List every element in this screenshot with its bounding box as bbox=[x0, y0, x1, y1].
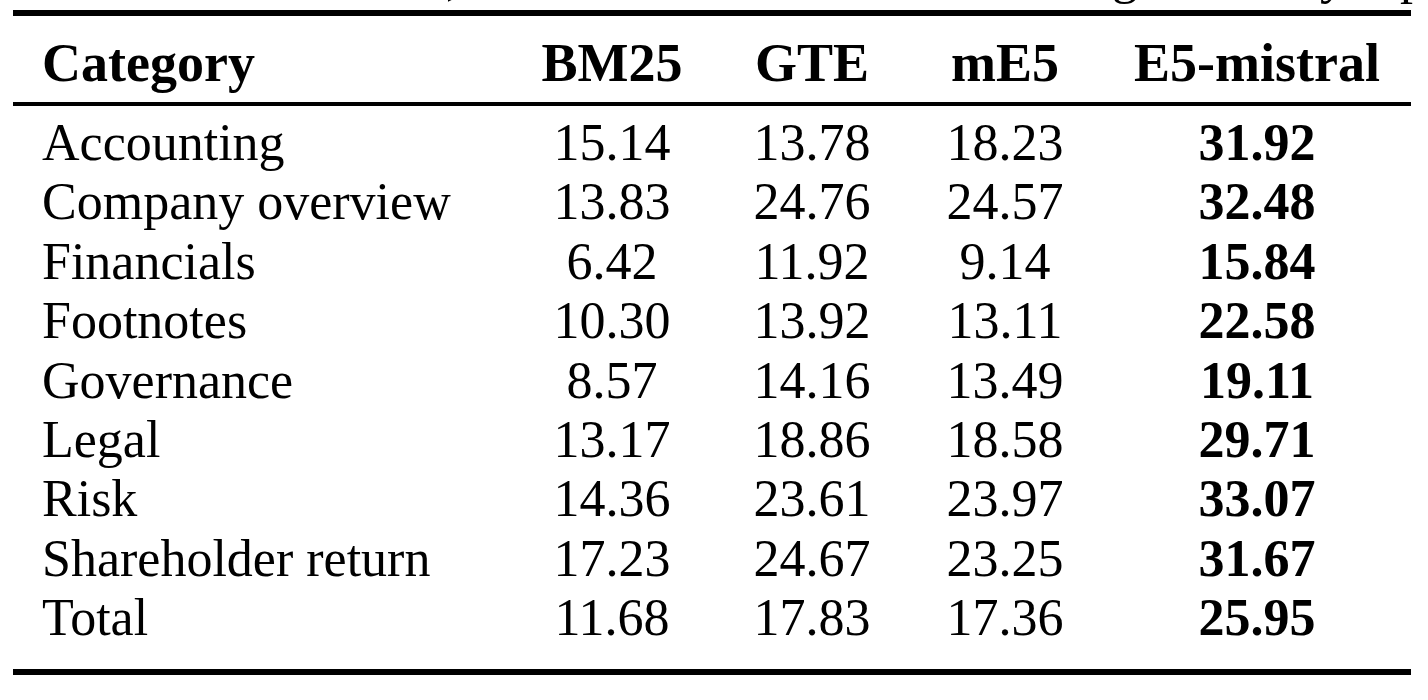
category-cell: Shareholder return bbox=[0, 529, 480, 588]
value-cell: 18.86 bbox=[744, 410, 880, 469]
value-cell: 11.92 bbox=[744, 232, 880, 291]
value-cell: 13.17 bbox=[480, 410, 744, 469]
value-cell: 15.14 bbox=[480, 113, 744, 172]
value-cell: 18.23 bbox=[880, 113, 1130, 172]
category-cell: Legal bbox=[0, 410, 480, 469]
caption-fragment-glyph: g bbox=[1112, 0, 1138, 2]
value-cell: 23.61 bbox=[744, 469, 880, 528]
value-cell: 24.67 bbox=[744, 529, 880, 588]
table-header-row: CategoryBM25GTEmE5E5-mistral bbox=[0, 16, 1428, 102]
value-cell: 14.16 bbox=[744, 351, 880, 410]
table-row: Total11.6817.8317.3625.95 bbox=[0, 588, 1428, 647]
value-cell: 31.92 bbox=[1130, 113, 1384, 172]
value-cell: 17.36 bbox=[880, 588, 1130, 647]
value-cell: 13.83 bbox=[480, 172, 744, 231]
column-header-bm25: BM25 bbox=[480, 36, 744, 102]
column-header-gte: GTE bbox=[744, 36, 880, 102]
clipped-caption: , g y p bbox=[0, 0, 1428, 8]
value-cell: 13.78 bbox=[744, 113, 880, 172]
value-cell: 24.76 bbox=[744, 172, 880, 231]
value-cell: 6.42 bbox=[480, 232, 744, 291]
category-cell: Risk bbox=[0, 469, 480, 528]
value-cell: 24.57 bbox=[880, 172, 1130, 231]
table-row: Company overview13.8324.7624.5732.48 bbox=[0, 172, 1428, 231]
value-cell: 19.11 bbox=[1130, 351, 1384, 410]
value-cell: 8.57 bbox=[480, 351, 744, 410]
value-cell: 25.95 bbox=[1130, 588, 1384, 647]
value-cell: 29.71 bbox=[1130, 410, 1384, 469]
caption-fragment-glyph: , bbox=[446, 0, 459, 2]
column-header-me5: mE5 bbox=[880, 36, 1130, 102]
table-row: Shareholder return17.2324.6723.2531.67 bbox=[0, 529, 1428, 588]
table-body: Accounting15.1413.7818.2331.92Company ov… bbox=[0, 106, 1428, 669]
paper-table-figure: , g y p CategoryBM25GTEmE5E5-mistral Accoun… bbox=[0, 0, 1428, 700]
value-cell: 33.07 bbox=[1130, 469, 1384, 528]
table-row: Accounting15.1413.7818.2331.92 bbox=[0, 113, 1428, 172]
value-cell: 15.84 bbox=[1130, 232, 1384, 291]
caption-fragment-glyph: p bbox=[1400, 0, 1426, 2]
table-row: Risk14.3623.6123.9733.07 bbox=[0, 469, 1428, 528]
column-header-category: Category bbox=[0, 36, 480, 102]
value-cell: 13.11 bbox=[880, 291, 1130, 350]
category-cell: Footnotes bbox=[0, 291, 480, 350]
category-cell: Accounting bbox=[0, 113, 480, 172]
table-row: Governance8.5714.1613.4919.11 bbox=[0, 351, 1428, 410]
table-bottom-rule bbox=[13, 669, 1411, 675]
value-cell: 11.68 bbox=[480, 588, 744, 647]
category-cell: Total bbox=[0, 588, 480, 647]
value-cell: 18.58 bbox=[880, 410, 1130, 469]
category-cell: Financials bbox=[0, 232, 480, 291]
value-cell: 22.58 bbox=[1130, 291, 1384, 350]
value-cell: 32.48 bbox=[1130, 172, 1384, 231]
value-cell: 23.97 bbox=[880, 469, 1130, 528]
value-cell: 17.23 bbox=[480, 529, 744, 588]
value-cell: 17.83 bbox=[744, 588, 880, 647]
category-cell: Company overview bbox=[0, 172, 480, 231]
table-row: Financials6.4211.929.1415.84 bbox=[0, 232, 1428, 291]
value-cell: 23.25 bbox=[880, 529, 1130, 588]
table-row: Legal13.1718.8618.5829.71 bbox=[0, 410, 1428, 469]
category-cell: Governance bbox=[0, 351, 480, 410]
value-cell: 13.49 bbox=[880, 351, 1130, 410]
caption-fragment-glyph: y bbox=[1320, 0, 1346, 2]
value-cell: 31.67 bbox=[1130, 529, 1384, 588]
value-cell: 14.36 bbox=[480, 469, 744, 528]
value-cell: 10.30 bbox=[480, 291, 744, 350]
value-cell: 9.14 bbox=[880, 232, 1130, 291]
column-header-e5-mistral: E5-mistral bbox=[1130, 36, 1384, 102]
value-cell: 13.92 bbox=[744, 291, 880, 350]
table-row: Footnotes10.3013.9213.1122.58 bbox=[0, 291, 1428, 350]
